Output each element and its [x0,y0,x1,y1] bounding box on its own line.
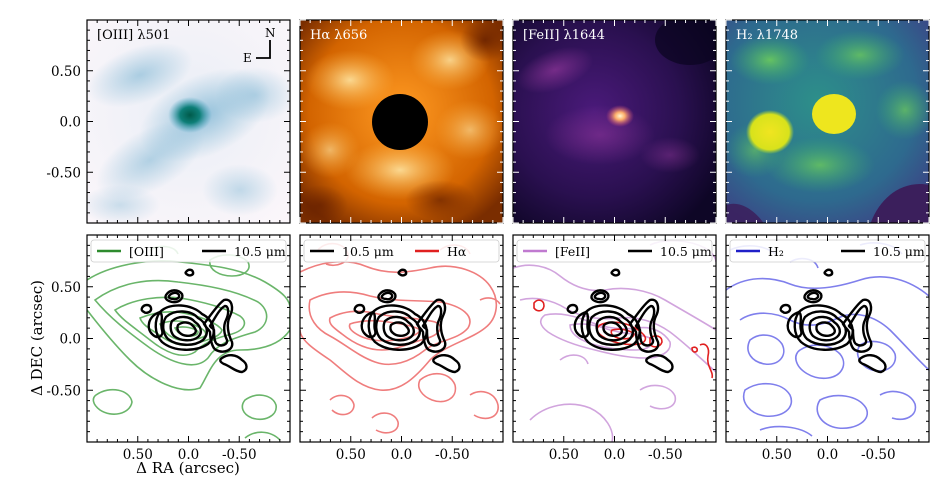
y-tick-label: -0.50 [46,383,81,399]
panel-frame-6 [512,234,717,443]
x-tick-label: 0.0 [817,447,838,463]
panel-frame-1 [299,19,504,224]
panel-title-feii: [FeII] λ1644 [523,28,605,43]
x-tick-label: 0.50 [549,447,579,463]
panel-frame-2 [512,19,717,224]
panel-title-halpha: Hα λ656 [310,28,367,43]
feii-image [513,20,716,223]
legend-label: [FeII] [555,244,590,259]
legend-7: H₂ 10.5 μm [729,239,926,263]
compass-north: N [265,26,276,40]
y-axis-title: Δ DEC (arcsec) [28,280,46,396]
panel-title-oiii: [OIII] λ501 [97,28,170,43]
oiii-image [87,20,290,223]
mir-contours-oiii [140,268,248,374]
legend-label: Hα [447,244,467,259]
panel-frame-0 [86,19,291,224]
y-tick-label: 0.50 [51,64,81,80]
panel-frame-7 [725,234,930,443]
legend-label: H₂ [768,244,784,259]
x-tick-label: 0.0 [391,447,412,463]
y-tick-label: 0.0 [60,115,81,131]
legend-label: 10.5 μm [234,244,286,259]
legend-label: 10.5 μm [342,244,394,259]
legend-4: [OIII] 10.5 μm [90,239,287,263]
x-axis-title: Δ RA (arcsec) [136,459,240,477]
y-tick-label: -0.50 [46,165,81,181]
x-tick-label: 0.50 [123,447,153,463]
x-tick-label: -0.50 [435,447,470,463]
x-tick-label: 0.50 [762,447,792,463]
legend-label: 10.5 μm [873,244,925,259]
mir-contours-halpha [353,268,461,374]
legend-label: 10.5 μm [660,244,712,259]
panel-frame-4 [86,234,291,443]
x-tick-label: -0.50 [648,447,683,463]
compass-east: E [243,51,252,65]
x-tick-label: 0.0 [178,447,199,463]
panel-frame-5 [299,234,504,443]
legend-5: 10.5 μm Hα [303,239,500,263]
h2-image [726,20,929,223]
compass: N E [243,26,276,65]
halpha-image [300,20,503,223]
h2-contours [726,242,929,437]
legend-6: [FeII] 10.5 μm [516,239,713,263]
panel-title-h2: H₂ λ1748 [736,28,798,43]
x-tick-label: 0.50 [336,447,366,463]
y-tick-label: 0.50 [51,280,81,296]
x-tick-label: -0.50 [222,447,257,463]
y-tick-label: 0.0 [60,332,81,348]
legend-label: [OIII] [129,244,164,259]
x-tick-label: -0.50 [861,447,896,463]
x-tick-label: 0.0 [604,447,625,463]
panel-frame-3 [725,19,930,224]
